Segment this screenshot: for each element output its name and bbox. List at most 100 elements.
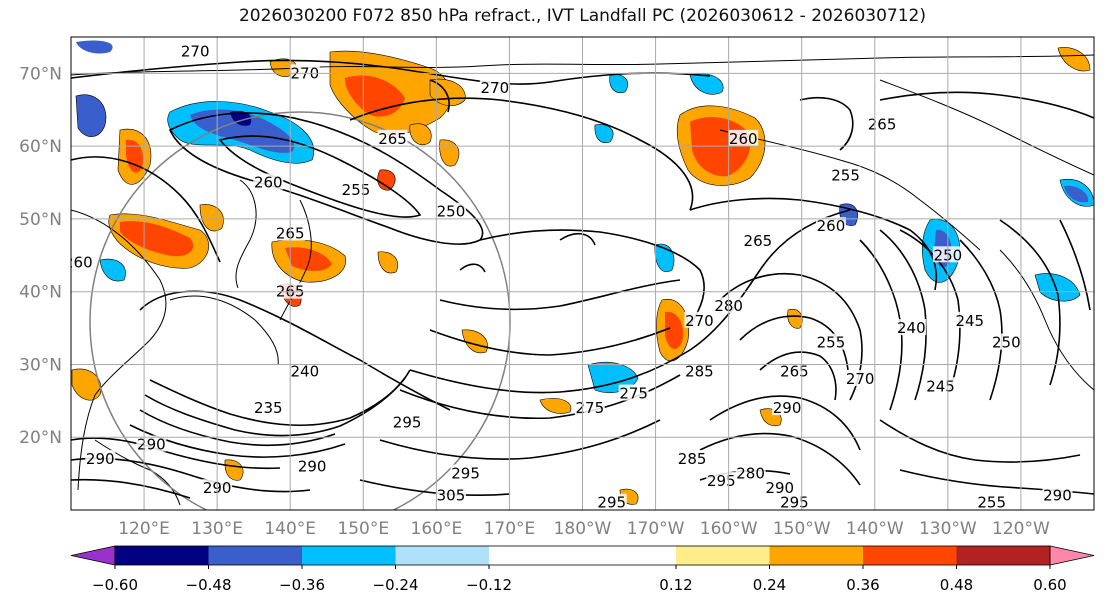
colorbar-outline <box>114 545 1051 566</box>
lon-tick-label: 180°W <box>554 519 612 539</box>
lon-tick-label: 120°E <box>118 519 170 539</box>
contour-label-bg <box>180 42 211 59</box>
contour-label-bg <box>479 78 510 95</box>
contour-label: 270 <box>181 43 210 61</box>
contour-label-bg <box>772 399 803 416</box>
colorbar-tick-label: −0.60 <box>92 576 138 594</box>
contour-label: 275 <box>575 399 604 417</box>
lat-tick-label: 40°N <box>19 283 62 303</box>
contour-label-bg <box>815 333 846 350</box>
contour-label: 260 <box>254 174 283 192</box>
graticule <box>71 37 1094 510</box>
colorbar-segment <box>395 546 489 565</box>
lat-tick-label: 30°N <box>19 355 62 375</box>
colorbar-tick-label: −0.36 <box>279 576 325 594</box>
contour-label: 295 <box>780 494 809 512</box>
contour-label-bg <box>815 217 846 234</box>
contour-label: 265 <box>378 130 407 148</box>
contour-label-bg <box>435 202 466 219</box>
contour-label: 270 <box>846 370 875 388</box>
colorbar-segment <box>489 546 676 565</box>
colorbar-segment <box>115 546 209 565</box>
contour-label: 295 <box>597 494 626 512</box>
contour-label-bg <box>392 413 423 430</box>
contour-label-bg <box>954 311 985 328</box>
colorbar-extend-low <box>70 545 116 566</box>
lon-tick-label: 170°W <box>627 519 685 539</box>
lon-tick-label: 140°E <box>264 519 316 539</box>
colorbar <box>70 545 1095 566</box>
contour-label-bg <box>435 486 466 503</box>
contour-label: 255 <box>831 166 860 184</box>
contour-label-bg <box>596 493 627 510</box>
contour-label-bg <box>742 231 773 248</box>
contour-label: 295 <box>393 414 422 432</box>
contour-label-bg <box>830 166 861 183</box>
contour-label: 290 <box>773 399 802 417</box>
contour-label: 250 <box>437 203 466 221</box>
lon-tick-label: 130°E <box>191 519 243 539</box>
lat-tick-label: 60°N <box>19 137 62 157</box>
contour-label: 295 <box>451 465 480 483</box>
colorbar-tick-labels: −0.60 −0.48 −0.36 −0.24 −0.12 0.12 0.24 0.36 0.4… <box>92 565 1067 594</box>
colorbar-segment <box>956 546 1050 565</box>
lat-tick-label: 70°N <box>19 64 62 84</box>
colorbar-tick-label: 0.36 <box>846 576 879 594</box>
contour-label: 255 <box>817 334 846 352</box>
contour-label-bg <box>684 311 715 328</box>
contour-label-bg <box>684 362 715 379</box>
colorbar-segment <box>676 546 770 565</box>
contour-label-bg <box>377 129 408 146</box>
colorbar-tick-label: 0.60 <box>1033 576 1066 594</box>
contour-label: 235 <box>254 399 283 417</box>
contour-label-bg <box>896 319 927 336</box>
contour-label: 265 <box>744 232 773 250</box>
colorbar-tick-label: −0.48 <box>186 576 232 594</box>
colorbar-segment <box>769 546 863 565</box>
colorbar-segment <box>208 546 302 565</box>
lon-tick-label: 150°W <box>773 519 831 539</box>
colorbar-extend-high <box>1049 545 1095 566</box>
lon-tick-label: 140°W <box>846 519 904 539</box>
contour-label: 290 <box>765 479 794 497</box>
contour-label-bg <box>289 362 320 379</box>
contour-label: 255 <box>342 181 371 199</box>
contour-label: 270 <box>480 79 509 97</box>
contour-label: 280 <box>736 465 765 483</box>
map-title: 2026030200 F072 850 hPa refract., IVT La… <box>238 6 926 26</box>
contour-label-bg <box>450 464 481 481</box>
contour-label: 290 <box>298 457 327 475</box>
lat-tick-label: 20°N <box>19 428 62 448</box>
contour-label-bg <box>677 450 708 467</box>
colorbar-segment <box>863 546 957 565</box>
colorbar-tick-label: 0.48 <box>940 576 973 594</box>
contour-label: 265 <box>780 363 809 381</box>
contour-label: 305 <box>437 486 466 504</box>
contour-label-bg <box>845 370 876 387</box>
contour-label-bg <box>85 450 116 467</box>
contour-label: 245 <box>955 312 984 330</box>
colorbar-tick-label: −0.12 <box>466 576 512 594</box>
contour-lines <box>71 59 1094 499</box>
lon-tick-label: 170°E <box>484 519 536 539</box>
contour-label: 295 <box>707 472 736 490</box>
lon-tick-label: 160°E <box>411 519 463 539</box>
lon-tick-label: 120°W <box>992 519 1050 539</box>
contour-label-bg <box>289 64 320 81</box>
longitude-labels: 120°E 130°E 140°E 150°E 160°E 170°E 180°W 170°W… <box>118 519 1050 539</box>
contour-label: 270 <box>685 312 714 330</box>
contour-label: 255 <box>977 494 1006 512</box>
contour-label: 240 <box>897 319 926 337</box>
lon-tick-label: 160°W <box>700 519 758 539</box>
lon-tick-label: 150°E <box>337 519 389 539</box>
contour-label: 290 <box>1043 486 1072 504</box>
contour-label-bg <box>764 479 795 496</box>
contour-label: 250 <box>992 334 1021 352</box>
map-frame <box>70 36 1095 511</box>
region-circle <box>89 111 511 510</box>
contour-label: 290 <box>86 450 115 468</box>
contour-label: 285 <box>678 450 707 468</box>
contour-label: 265 <box>868 115 897 133</box>
contour-label-bg <box>991 333 1022 350</box>
